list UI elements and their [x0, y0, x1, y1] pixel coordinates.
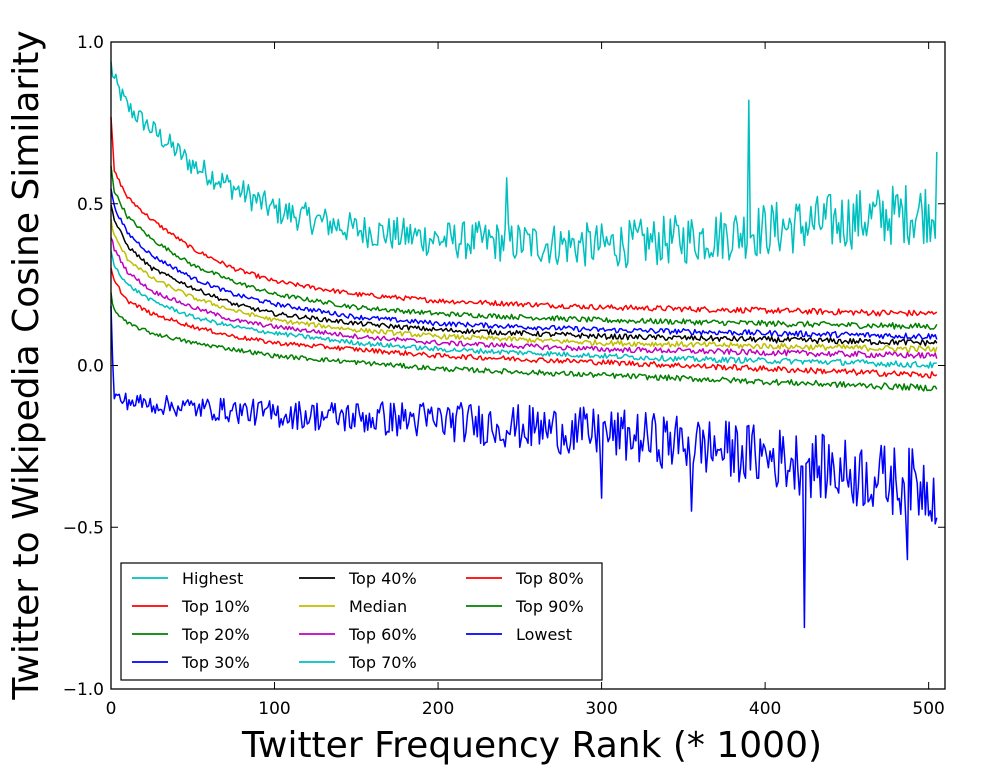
x-axis-label: Twitter Frequency Rank (* 1000)	[241, 725, 822, 766]
y-tick-label: −1.0	[63, 680, 104, 700]
axis-ticks: 0 100 200 300 400 500 −1.0 −0.5 0.0 0.5 1.0	[63, 33, 945, 719]
y-tick-label: 1.0	[77, 33, 104, 53]
legend-entries: Highest Top 10% Top 20% Top 30% Top 40% Media…	[132, 569, 584, 672]
series-line-highest	[110, 61, 938, 269]
series-line-top-70-	[110, 250, 937, 369]
series-lines	[110, 61, 938, 629]
series-line-top-30-	[110, 188, 938, 340]
legend-label: Top 80%	[515, 569, 584, 588]
series-line-top-60-	[110, 237, 938, 359]
legend-label: Top 30%	[181, 653, 250, 672]
series-line-top-20-	[110, 165, 938, 330]
series-line-top-80-	[110, 267, 938, 379]
y-tick-label: −0.5	[63, 518, 104, 538]
x-tick-label: 200	[422, 699, 454, 719]
legend-label: Median	[349, 597, 407, 616]
x-tick-label: 400	[749, 699, 781, 719]
legend-box	[120, 562, 603, 681]
y-tick-label: 0.0	[77, 357, 104, 377]
series-line-lowest	[110, 305, 938, 629]
series-line-median	[110, 219, 938, 354]
legend: Highest Top 10% Top 20% Top 30% Top 40% Media…	[120, 562, 603, 681]
legend-label: Lowest	[516, 625, 572, 644]
series-line-top-40-	[110, 204, 938, 347]
legend-label: Top 70%	[348, 653, 417, 672]
y-axis-label: Twitter to Wikipedia Cosine Similarity	[6, 30, 47, 700]
x-tick-label: 0	[106, 699, 117, 719]
legend-label: Top 90%	[515, 597, 584, 616]
x-tick-label: 500	[912, 699, 944, 719]
legend-label: Highest	[182, 569, 243, 588]
legend-label: Top 60%	[348, 625, 417, 644]
legend-label: Top 10%	[181, 597, 250, 616]
legend-label: Top 20%	[181, 625, 250, 644]
x-tick-label: 300	[585, 699, 617, 719]
x-tick-label: 100	[258, 699, 290, 719]
legend-label: Top 40%	[348, 569, 417, 588]
series-line-top-90-	[110, 292, 938, 392]
series-line-top-10-	[110, 117, 938, 317]
y-tick-label: 0.5	[77, 195, 104, 215]
